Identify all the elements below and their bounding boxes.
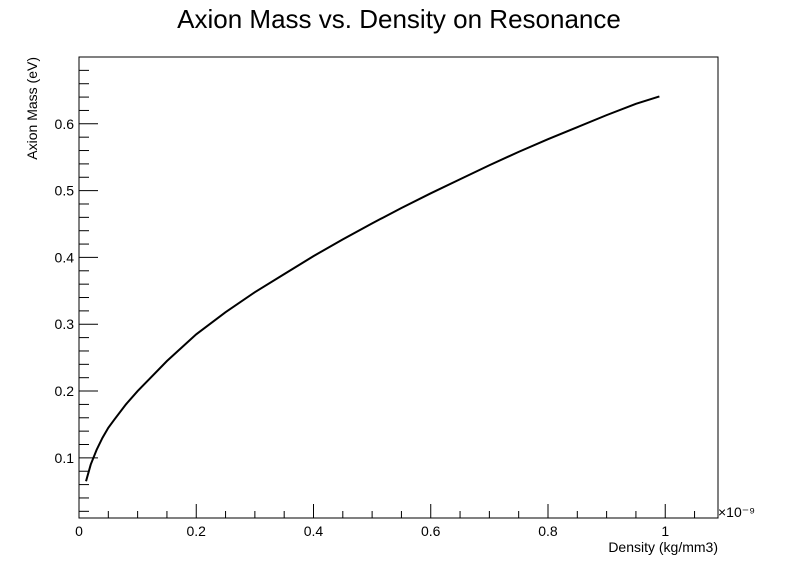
y-axis-label: Axion Mass (eV)	[24, 57, 40, 160]
plot-frame	[78, 56, 719, 519]
y-tick-label: 0.2	[55, 383, 75, 399]
x-tick-label: 0.2	[187, 523, 207, 539]
y-tick-label: 0.3	[55, 316, 75, 332]
y-axis-tick-labels: 0.1 0.2 0.3 0.4 0.5 0.6	[55, 116, 75, 466]
x-axis-exponent: ×10⁻⁹	[718, 504, 755, 520]
x-tick-label: 0	[75, 523, 83, 539]
x-tick-label: 0.6	[421, 523, 441, 539]
x-axis-label: Density (kg/mm3)	[608, 539, 718, 555]
y-tick-label: 0.6	[55, 116, 75, 132]
y-tick-label: 0.5	[55, 183, 75, 199]
y-tick-label: 0.1	[55, 450, 75, 466]
x-tick-label: 1	[661, 523, 669, 539]
y-axis-ticks	[79, 56, 98, 512]
x-axis-tick-labels: 0 0.2 0.4 0.6 0.8 1	[75, 523, 669, 539]
chart-title: Axion Mass vs. Density on Resonance	[177, 4, 621, 34]
y-tick-label: 0.4	[55, 249, 75, 265]
x-tick-label: 0.8	[538, 523, 558, 539]
x-axis-ticks	[78, 504, 696, 518]
series-line	[85, 95, 660, 482]
x-tick-label: 0.4	[304, 523, 324, 539]
